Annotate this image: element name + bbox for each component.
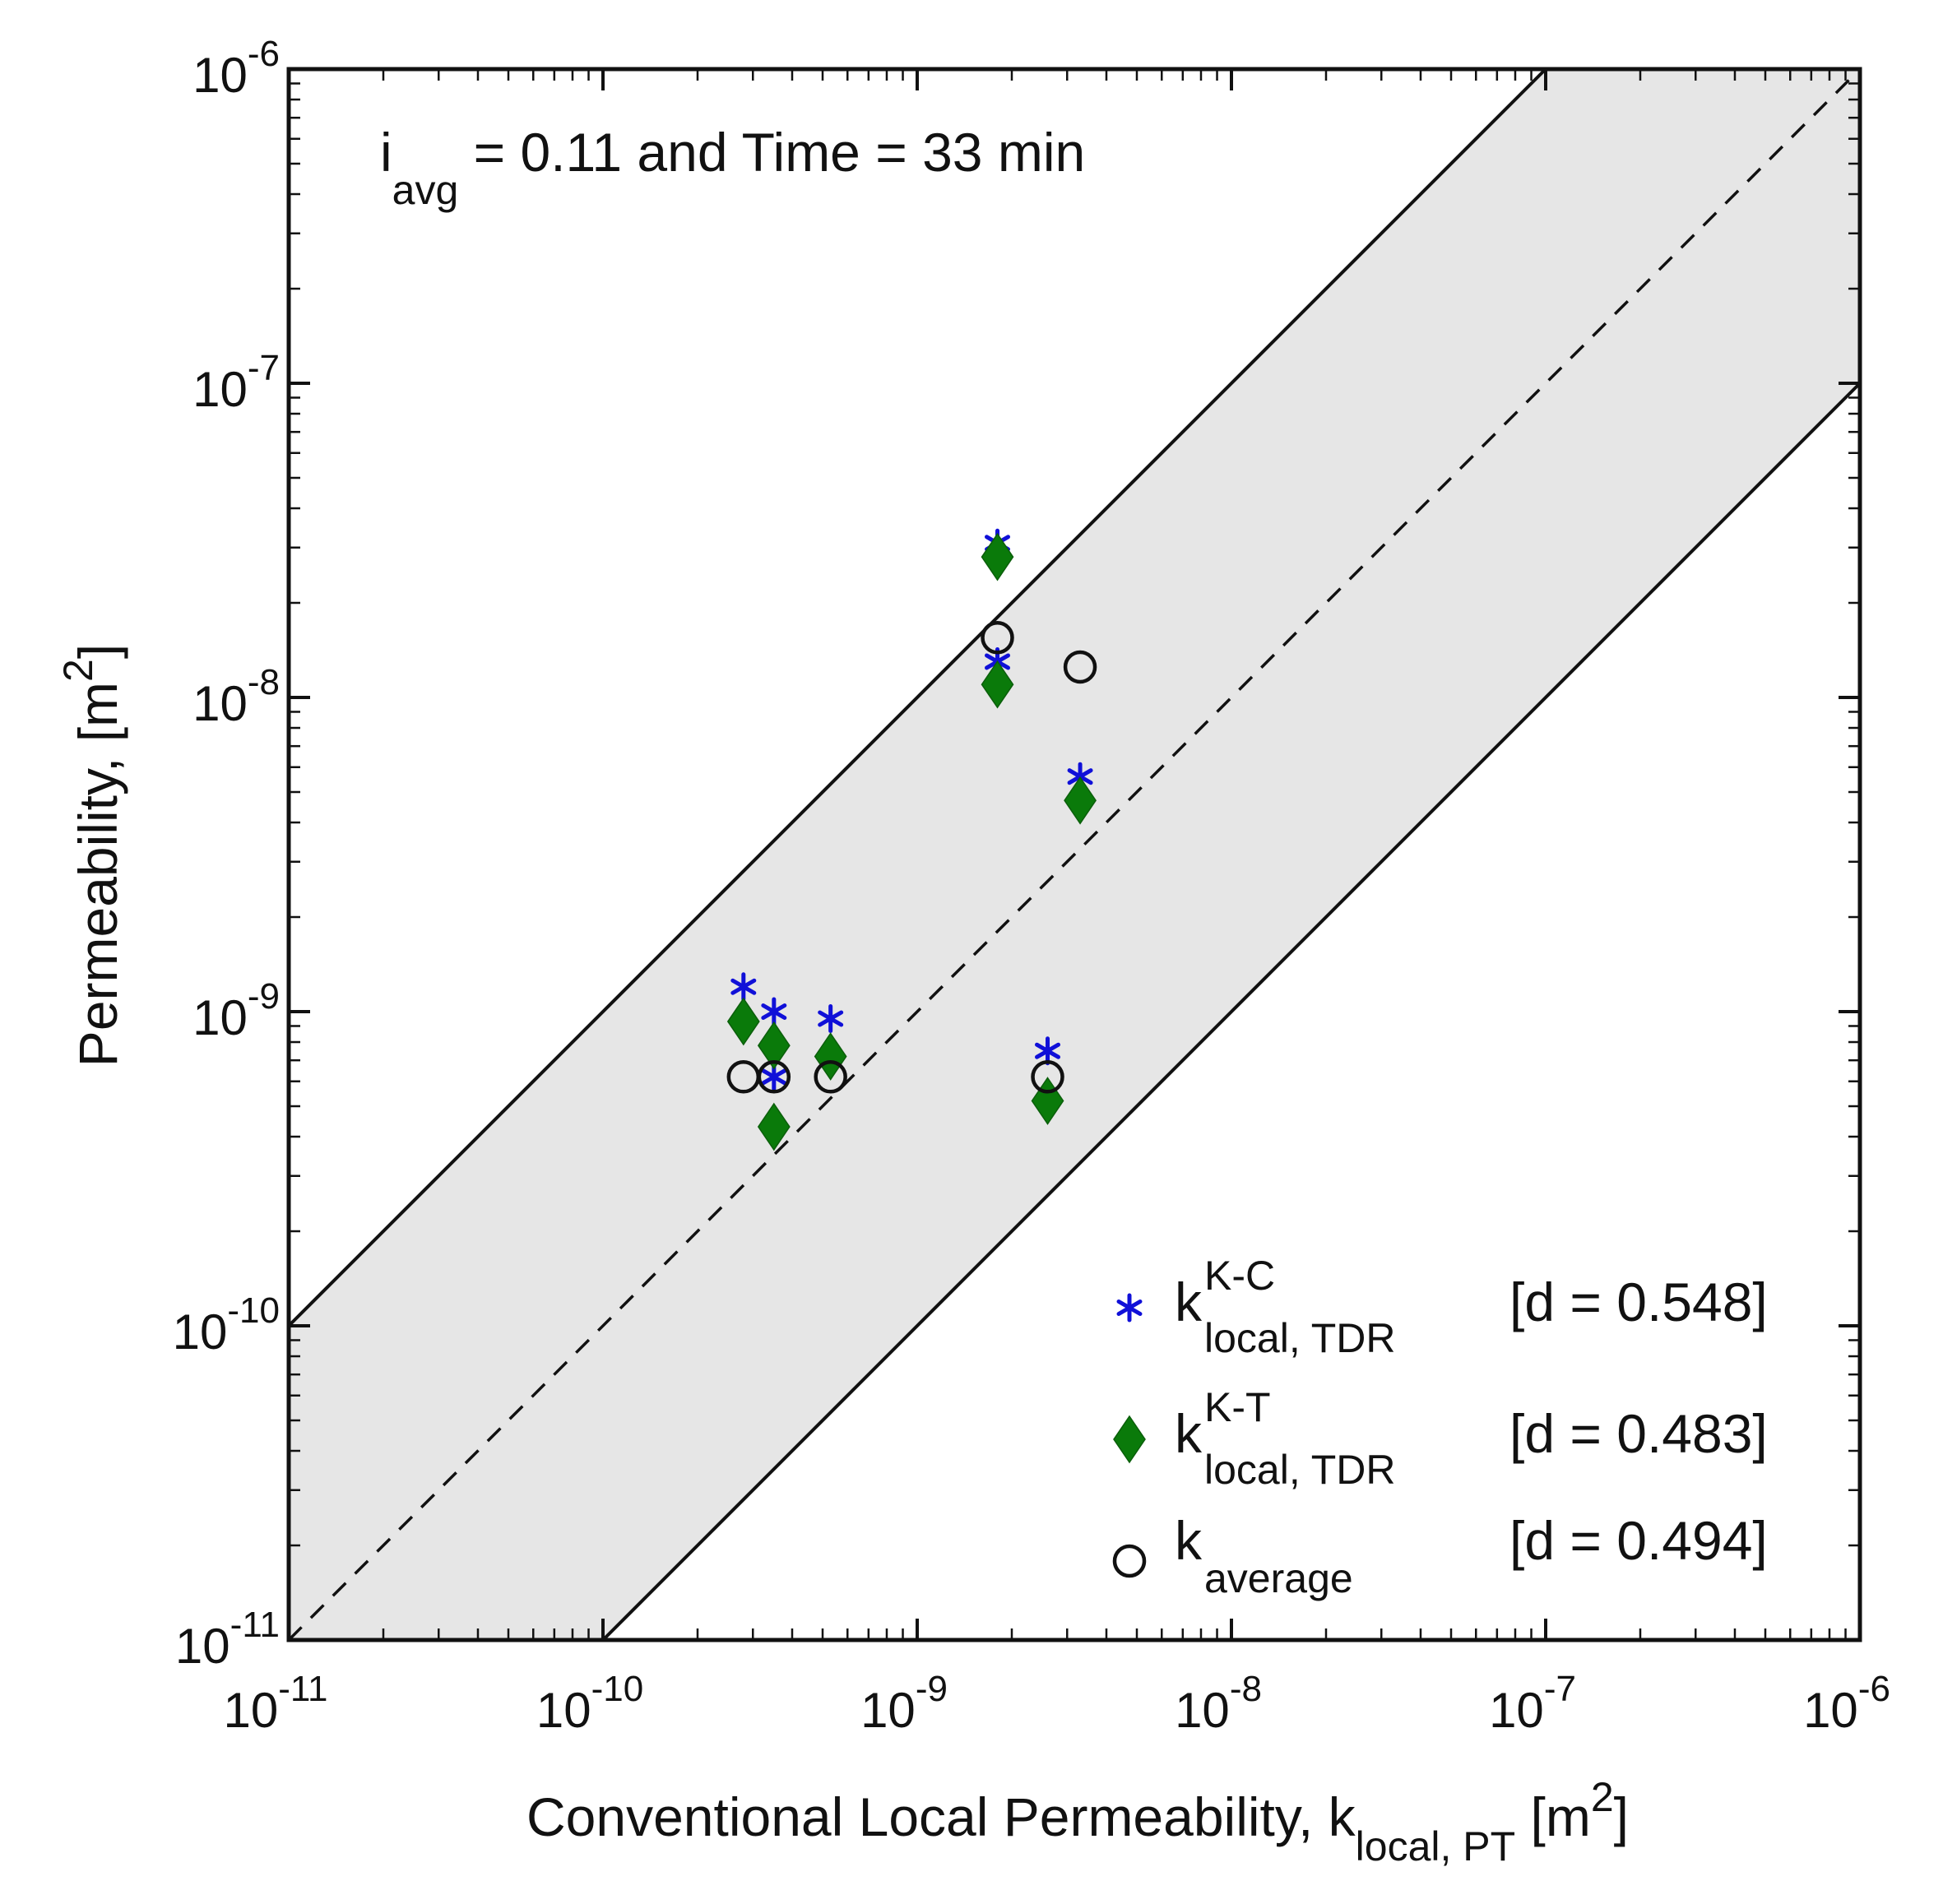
data-point-diamond bbox=[757, 1021, 791, 1070]
x-tick-label: 10-10 bbox=[536, 1669, 643, 1738]
x-tick-base: 10 bbox=[536, 1683, 591, 1738]
y-tick-base: 10 bbox=[192, 990, 248, 1045]
y-tick-label: 10-10 bbox=[173, 1290, 280, 1360]
axes-box bbox=[286, 67, 1862, 1642]
data-point-asterisk bbox=[761, 997, 787, 1026]
annotation-subscript: avg bbox=[392, 167, 459, 213]
y-tick-label: 10-9 bbox=[192, 976, 280, 1045]
y-tick-label: 10-11 bbox=[175, 1605, 280, 1674]
data-point-diamond bbox=[981, 660, 1014, 709]
y-tick-base: 10 bbox=[175, 1619, 230, 1674]
annotation-main: i bbox=[380, 122, 392, 183]
data-point-diamond bbox=[814, 1032, 847, 1081]
legend-kt-superscript: K-T bbox=[1204, 1384, 1271, 1430]
condition-annotation: iavg = 0.11 and Time = 33 min bbox=[380, 122, 1085, 213]
data-point-circle bbox=[1063, 650, 1097, 684]
y-tick-base: 10 bbox=[192, 676, 248, 731]
legend-entry-average: kaverage [d = 0.494] bbox=[1112, 1510, 1768, 1601]
reference-line-2 bbox=[601, 382, 1862, 1642]
data-point-diamond bbox=[981, 532, 1014, 581]
x-axis-label-units-open: [m bbox=[1515, 1786, 1591, 1847]
y-tick-base: 10 bbox=[192, 362, 248, 417]
x-tick-label: 10-7 bbox=[1489, 1669, 1576, 1738]
legend-d-value-average: [d = 0.494] bbox=[1509, 1510, 1768, 1571]
x-axis-label-subscript: local, PT bbox=[1356, 1823, 1516, 1869]
x-axis-label-units-superscript: 2 bbox=[1591, 1774, 1614, 1820]
x-axis-label-units-close: ] bbox=[1614, 1786, 1629, 1847]
y-axis-label-superscript: 2 bbox=[55, 659, 101, 682]
y-tick-label: 10-6 bbox=[192, 34, 280, 103]
x-tick-label: 10-6 bbox=[1803, 1669, 1890, 1738]
reference-line-0 bbox=[287, 67, 1862, 1642]
y-tick-base: 10 bbox=[173, 1304, 228, 1360]
y-tick-exponent: -8 bbox=[248, 662, 280, 702]
y-axis-label-close: ] bbox=[67, 644, 128, 659]
data-point-asterisk bbox=[1035, 1036, 1061, 1066]
legend-entry-kt: kK-T local, TDR [d = 0.483] bbox=[1113, 1384, 1768, 1493]
legend-average-subscript: average bbox=[1204, 1555, 1353, 1601]
legend-kt-main: k bbox=[1175, 1403, 1203, 1464]
reference-line-1 bbox=[287, 67, 1547, 1327]
x-tick-label: 10-9 bbox=[860, 1669, 948, 1738]
y-tick-label: 10-7 bbox=[192, 348, 280, 417]
y-tick-exponent: -6 bbox=[248, 34, 280, 74]
x-tick-base: 10 bbox=[1175, 1683, 1230, 1738]
x-tick-base: 10 bbox=[223, 1683, 278, 1738]
legend-entry-kc: kK-C local, TDR [d = 0.548] bbox=[1116, 1253, 1768, 1361]
y-tick-base: 10 bbox=[192, 48, 248, 103]
data-point-circle bbox=[814, 1060, 847, 1094]
legend-label-kt: kK-T local, TDR bbox=[1175, 1384, 1395, 1493]
y-tick-exponent: -11 bbox=[230, 1605, 280, 1645]
x-tick-exponent: -10 bbox=[591, 1669, 644, 1709]
y-axis-label-main: Permeability, [m bbox=[67, 682, 128, 1067]
data-point-diamond bbox=[726, 997, 760, 1046]
x-tick-base: 10 bbox=[1489, 1683, 1544, 1738]
series-circle bbox=[726, 621, 1097, 1094]
x-tick-base: 10 bbox=[860, 1683, 916, 1738]
x-tick-label: 10-8 bbox=[1175, 1669, 1262, 1738]
data-point-circle bbox=[757, 1060, 791, 1094]
legend-diamond-marker bbox=[1113, 1415, 1146, 1464]
x-tick-base: 10 bbox=[1803, 1683, 1858, 1738]
x-axis-label-main: Conventional Local Permeability, k bbox=[526, 1786, 1356, 1847]
data-point-circle bbox=[981, 621, 1014, 655]
legend-marker-diamond bbox=[1113, 1415, 1146, 1464]
legend-marker-circle bbox=[1112, 1544, 1147, 1578]
legend-kc-superscript: K-C bbox=[1204, 1253, 1275, 1299]
legend: kK-C local, TDR [d = 0.548] kK-T local, TD… bbox=[1112, 1253, 1768, 1601]
legend-asterisk-marker bbox=[1116, 1293, 1143, 1323]
legend-kc-main: k bbox=[1175, 1272, 1203, 1332]
x-tick-exponent: -7 bbox=[1544, 1669, 1576, 1709]
legend-label-average: kaverage bbox=[1175, 1510, 1353, 1601]
legend-label-kc: kK-C local, TDR bbox=[1175, 1253, 1395, 1361]
legend-kt-subscript: local, TDR bbox=[1204, 1447, 1395, 1493]
y-tick-exponent: -10 bbox=[227, 1290, 280, 1331]
legend-average-main: k bbox=[1175, 1510, 1203, 1571]
legend-d-value-kt: [d = 0.483] bbox=[1509, 1403, 1768, 1464]
legend-d-value-kc: [d = 0.548] bbox=[1509, 1272, 1768, 1332]
x-tick-exponent: -11 bbox=[278, 1669, 327, 1709]
annotation-rest: = 0.11 and Time = 33 min bbox=[458, 122, 1085, 183]
x-tick-exponent: -6 bbox=[1858, 1669, 1890, 1709]
legend-kc-subscript: local, TDR bbox=[1204, 1315, 1395, 1361]
x-axis-label: Conventional Local Permeability, klocal,… bbox=[526, 1774, 1629, 1869]
y-axis-label: Permeability, [m2] bbox=[55, 644, 128, 1067]
data-point-diamond bbox=[757, 1102, 791, 1151]
x-tick-exponent: -9 bbox=[916, 1669, 948, 1709]
y-tick-exponent: -9 bbox=[248, 976, 280, 1017]
legend-marker-asterisk bbox=[1116, 1293, 1143, 1323]
y-tick-exponent: -7 bbox=[248, 348, 280, 388]
legend-circle-marker bbox=[1112, 1544, 1147, 1578]
y-tick-label: 10-8 bbox=[192, 662, 280, 731]
data-point-circle bbox=[1031, 1060, 1064, 1094]
data-point-asterisk bbox=[818, 1004, 844, 1034]
x-tick-exponent: -8 bbox=[1230, 1669, 1262, 1709]
data-point-asterisk bbox=[730, 972, 757, 1002]
data-point-diamond bbox=[1064, 776, 1097, 825]
x-tick-label: 10-11 bbox=[223, 1669, 327, 1738]
